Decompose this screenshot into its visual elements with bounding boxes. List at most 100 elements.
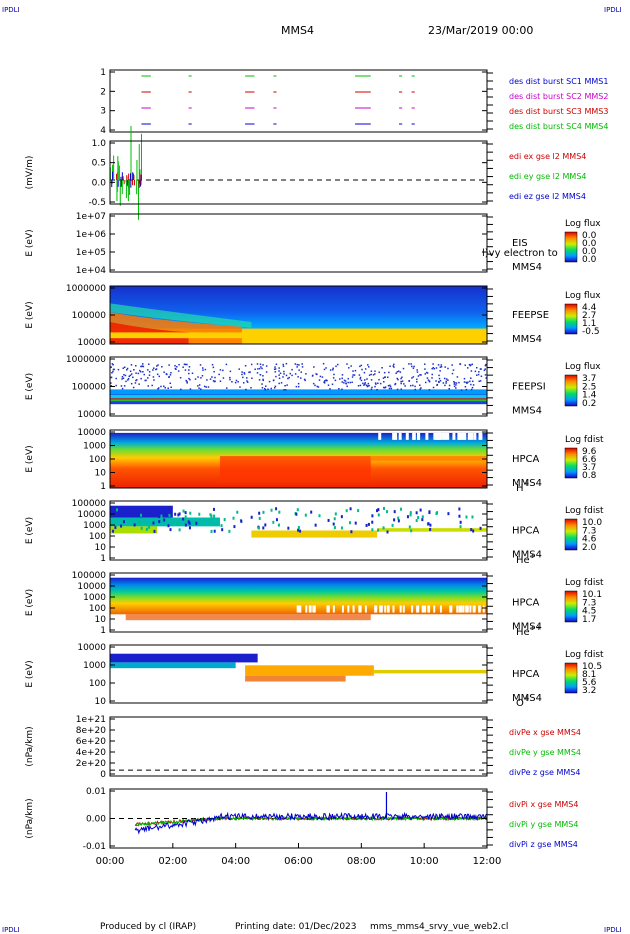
he-speckle (176, 521, 179, 525)
feepsi-noise (323, 381, 325, 383)
feepsi-noise (467, 381, 469, 383)
h-gap (398, 432, 402, 440)
hepp-gap (433, 605, 436, 613)
hepp-gap (384, 605, 387, 613)
y-tick-label: 1000000 (66, 355, 106, 365)
feepsi-noise (278, 370, 280, 372)
instrument-label: HPCA (512, 669, 540, 680)
he-speckle (213, 514, 216, 518)
feepsi-noise (396, 388, 399, 391)
feepse-band (110, 332, 487, 339)
feepsi-noise (337, 363, 339, 366)
he-speckle (258, 516, 261, 520)
feepsi-noise (274, 366, 276, 368)
he-speckle (397, 516, 400, 520)
panel-eis: 1e+07 1e+06 1e+05 1e+04 E (eV) EIS MMS4 l)vy el… (25, 212, 601, 276)
h-band (370, 456, 487, 461)
feepsi-noise (377, 382, 379, 384)
colorbar-tick: 3.2 (582, 686, 596, 696)
feepsi-noise (412, 376, 415, 378)
colorbar (564, 303, 578, 335)
he-speckle (162, 512, 165, 516)
he-speckle (429, 523, 432, 527)
feepsi-noise (265, 385, 267, 387)
feepsi-noise (322, 362, 325, 365)
x-tick-label: 02:00 (158, 856, 187, 867)
he-speckle (318, 514, 321, 518)
colorbar (564, 590, 578, 623)
colorbar-tick: 0.8 (582, 471, 597, 481)
feepsi-noise (365, 384, 368, 386)
feepsi-noise (347, 377, 350, 380)
feepsi-noise (395, 372, 397, 375)
corner-label-top-right: IPDLI (604, 6, 622, 14)
y-tick-label: -0.01 (83, 842, 106, 852)
feepsi-noise (303, 378, 306, 381)
y-tick-label: 10000 (77, 510, 106, 520)
hepp-gap (424, 605, 427, 613)
instrument-label: FEEPSE (512, 310, 549, 321)
feepsi-noise (383, 371, 386, 374)
hepp-gap (312, 605, 315, 613)
feepsi-noise (179, 376, 182, 379)
he-high-energy (110, 505, 173, 518)
spacecraft-label: MMS4 (512, 334, 542, 345)
feepsi-noise (275, 375, 277, 378)
feepsi-noise (148, 371, 151, 373)
feepsi-noise (297, 376, 299, 378)
he-band (251, 530, 378, 538)
hepp-gap (439, 605, 442, 613)
feepsi-noise (460, 389, 463, 391)
feepsi-noise (437, 364, 440, 366)
feepsi-noise (256, 363, 259, 365)
y-axis-label: E (eV) (25, 589, 35, 616)
feepsi-noise (351, 381, 353, 384)
he-speckle (377, 528, 380, 532)
feepsi-noise (278, 377, 281, 380)
x-tick-label: 08:00 (347, 856, 376, 867)
o-mid (110, 662, 236, 669)
he-speckle (459, 525, 462, 529)
feepsi-noise (445, 378, 448, 380)
he-speckle (458, 514, 461, 518)
he-speckle (304, 513, 307, 517)
colorbar-title: Log flux (565, 291, 601, 301)
colorbar (564, 662, 578, 694)
feepsi-noise (458, 381, 460, 384)
he-speckle (393, 518, 396, 522)
feepsi-noise (420, 374, 422, 376)
feepsi-noise (396, 371, 399, 373)
y-axis-label: (nPa/km) (25, 798, 35, 838)
he-speckle (169, 528, 172, 532)
feepsi-noise (388, 387, 391, 390)
x-tick-label: 00:00 (96, 856, 125, 867)
feepsi-noise (444, 384, 446, 387)
feepsi-noise (258, 367, 261, 370)
he-speckle (340, 515, 343, 519)
he-speckle (228, 529, 231, 533)
feepsi-noise (420, 387, 422, 389)
feepsi-noise (283, 370, 285, 373)
feepsi-noise (200, 388, 202, 390)
he-speckle (295, 512, 298, 516)
y-tick-label: 1000 (83, 521, 106, 531)
feepsi-noise (201, 375, 204, 377)
he-speckle (371, 528, 374, 532)
he-speckle (357, 509, 360, 513)
y-axis-label: (mV/m) (25, 156, 35, 190)
he-speckle (465, 515, 468, 519)
feepsi-noise (300, 377, 302, 379)
spacecraft-title: MMS4 (281, 24, 314, 37)
feepsi-noise (341, 374, 344, 376)
hepp-gap (417, 605, 420, 613)
feepsi-noise (204, 368, 207, 371)
he-speckle (421, 518, 424, 522)
h-gap (441, 432, 445, 440)
feepsi-noise (184, 369, 187, 371)
y-axis-label: E (eV) (25, 517, 35, 544)
h-gap (470, 432, 474, 440)
feepsi-noise (188, 377, 190, 380)
colorbar-tick: 9.6 (582, 447, 597, 457)
feepsi-noise (433, 367, 436, 370)
